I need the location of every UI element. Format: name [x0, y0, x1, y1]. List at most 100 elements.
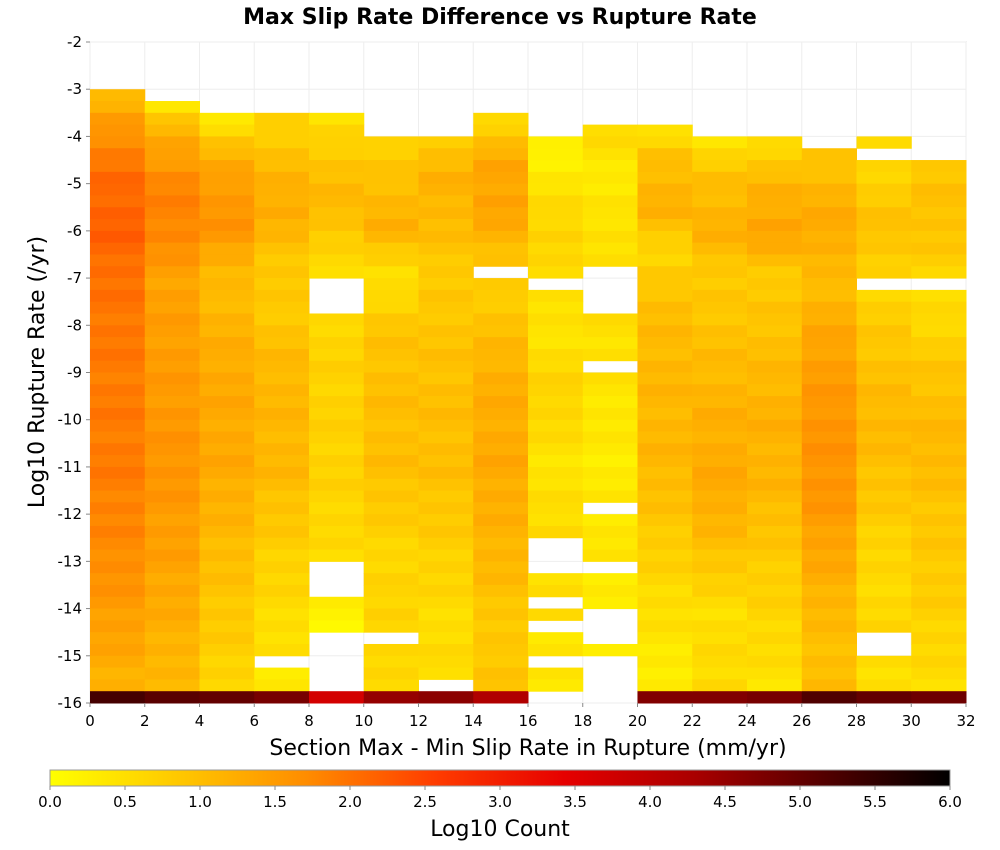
heatmap-cell [90, 124, 146, 137]
heatmap-cell [856, 407, 912, 421]
heatmap-cell [418, 301, 474, 314]
heatmap-cell [90, 207, 146, 220]
heatmap-cell [199, 443, 255, 456]
heatmap-cell [692, 419, 748, 433]
heatmap-cell [90, 584, 146, 598]
colorbar-label: Log10 Count [430, 817, 570, 842]
heatmap-cell [309, 219, 365, 232]
heatmap-cell [637, 384, 693, 397]
heatmap-cell [254, 313, 310, 326]
heatmap-cell [692, 466, 748, 480]
heatmap-cell [911, 160, 967, 173]
heatmap-cell [637, 478, 693, 492]
heatmap-cell [911, 667, 967, 680]
heatmap-cell [801, 372, 857, 385]
heatmap-cell [528, 266, 584, 279]
heatmap-cell [856, 396, 912, 409]
heatmap-cell [90, 313, 146, 326]
y-tick-label: -2 [67, 33, 82, 51]
heatmap-cell [801, 278, 857, 291]
heatmap-cell [747, 301, 803, 314]
heatmap-cell [747, 478, 803, 492]
heatmap-cell [747, 242, 803, 255]
x-tick-label: 8 [304, 712, 314, 730]
heatmap-cell [528, 289, 584, 303]
heatmap-cell [582, 525, 638, 539]
heatmap-cell [363, 230, 419, 244]
heatmap-cell [90, 525, 146, 539]
heatmap-cell [199, 207, 255, 220]
heatmap-cell [363, 254, 419, 267]
heatmap-cell [418, 514, 474, 527]
heatmap-cell [528, 478, 584, 492]
heatmap-cell [90, 419, 146, 433]
heatmap-cell [363, 289, 419, 303]
heatmap-cell [363, 431, 419, 444]
heatmap-cell [473, 679, 529, 692]
heatmap-cell [911, 325, 967, 338]
heatmap-cell [692, 691, 748, 704]
heatmap-cell [692, 478, 748, 492]
heatmap-cell [144, 431, 200, 444]
heatmap-cell [582, 431, 638, 444]
heatmap-cell [363, 537, 419, 551]
heatmap-cell [90, 254, 146, 267]
heatmap-cell [528, 148, 584, 161]
heatmap-cell [582, 313, 638, 326]
heatmap-cell [582, 124, 638, 137]
heatmap-cell [582, 537, 638, 551]
heatmap-cell [363, 242, 419, 255]
heatmap-cell [473, 431, 529, 444]
heatmap-cell [90, 514, 146, 527]
heatmap-cell [90, 549, 146, 562]
heatmap-cell [199, 230, 255, 244]
y-axis-label: Log10 Rupture Rate (/yr) [25, 236, 50, 508]
heatmap-cell [856, 561, 912, 574]
heatmap-cell [254, 183, 310, 196]
y-tick-label: -8 [67, 316, 82, 334]
heatmap-cell [473, 289, 529, 303]
heatmap-cell [199, 160, 255, 173]
heatmap-cell [692, 537, 748, 551]
colorbar-tick-label: 2.5 [413, 793, 437, 811]
heatmap-cell [199, 266, 255, 279]
x-tick-label: 12 [409, 712, 428, 730]
heatmap-cell [528, 407, 584, 421]
heatmap-cell [254, 502, 310, 515]
heatmap-cell [692, 643, 748, 657]
heatmap-cell [692, 348, 748, 362]
heatmap-cell [692, 620, 748, 633]
heatmap-cell [473, 207, 529, 220]
heatmap-cell [90, 171, 146, 185]
x-tick-label: 22 [683, 712, 702, 730]
heatmap-cell [144, 124, 200, 137]
heatmap-cell [801, 620, 857, 633]
heatmap-cell [363, 407, 419, 421]
heatmap-cell [199, 325, 255, 338]
heatmap-cell [692, 561, 748, 574]
heatmap-cell [582, 643, 638, 657]
heatmap-cell [90, 384, 146, 397]
heatmap-cell [144, 407, 200, 421]
heatmap-cell [801, 478, 857, 492]
heatmap-cell [692, 254, 748, 267]
heatmap-cell [90, 573, 146, 586]
heatmap-cell [90, 195, 146, 208]
heatmap-cell [747, 655, 803, 669]
heatmap-cell [199, 124, 255, 137]
y-tick-label: -11 [58, 458, 83, 476]
heatmap-cell [418, 443, 474, 456]
heatmap-cell [856, 195, 912, 208]
heatmap-cell [199, 313, 255, 326]
heatmap-cell [528, 584, 584, 598]
heatmap-cell [801, 195, 857, 208]
heatmap-cell [692, 443, 748, 456]
heatmap-cell [473, 525, 529, 539]
y-tick-label: -12 [58, 505, 83, 523]
heatmap-cell [473, 596, 529, 610]
heatmap-cell [747, 266, 803, 279]
heatmap-cell [90, 148, 146, 161]
x-tick-label: 20 [628, 712, 647, 730]
heatmap-cell [144, 254, 200, 267]
heatmap-cell [144, 455, 200, 468]
